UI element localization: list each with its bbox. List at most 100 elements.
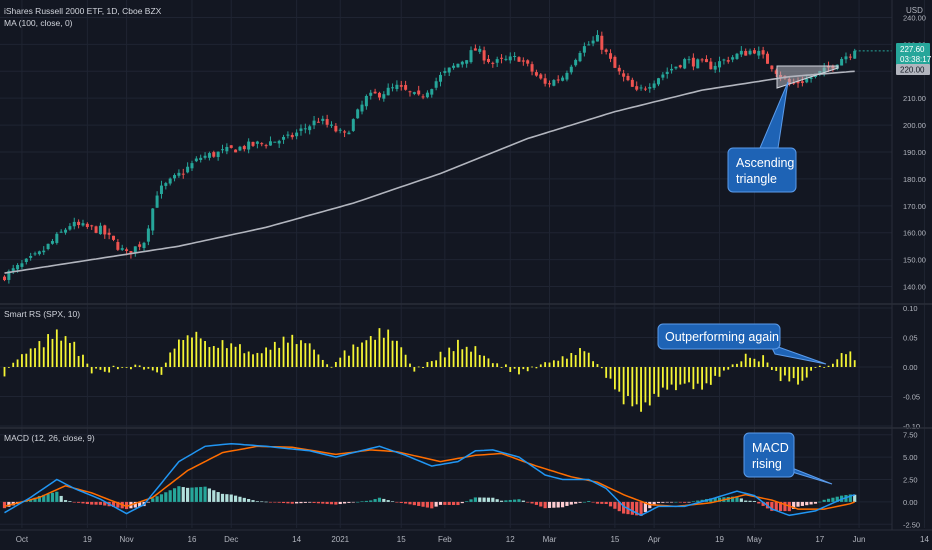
macd-histogram-bar [639, 501, 643, 516]
candle-body [456, 63, 460, 68]
candle-body [408, 91, 412, 93]
macd-histogram-bar [37, 495, 41, 502]
rs-bar [688, 367, 690, 383]
macd-histogram-bar [151, 498, 155, 502]
candle-body [473, 48, 477, 51]
macd-histogram-bar [334, 501, 338, 505]
candle-body [643, 88, 647, 90]
macd-callout-box[interactable] [743, 432, 795, 478]
candle-body [351, 119, 355, 131]
macd-callout-line2: rising [752, 457, 782, 471]
rs-bar [845, 354, 847, 367]
candle-body [661, 74, 665, 78]
rs-bar [130, 367, 132, 370]
candle-body [133, 246, 137, 253]
macd-histogram-bar [216, 492, 220, 502]
rs-bar [640, 367, 642, 412]
rs-bar [810, 367, 812, 371]
rs-callout-box[interactable] [657, 323, 781, 350]
rs-bar [435, 360, 438, 367]
candle-body [800, 81, 804, 83]
macd-histogram-bar [98, 501, 103, 505]
rs-bar [103, 367, 106, 372]
rs-bar [439, 351, 442, 367]
macd-histogram-bar [748, 500, 752, 502]
macd-histogram-bar [94, 501, 98, 505]
candle-body [216, 151, 220, 158]
candle-body [273, 141, 277, 143]
macd-histogram-bar [460, 501, 464, 504]
rs-bar [801, 367, 804, 381]
rs-bar [661, 367, 664, 388]
macd-histogram-bar [853, 494, 857, 502]
macd-histogram-bar [757, 501, 761, 504]
macd-histogram-bar [124, 501, 129, 510]
ma-price-value: 220.00 [900, 66, 925, 75]
candle-body [303, 128, 307, 130]
macd-histogram-bar [412, 501, 416, 506]
candle-body [347, 132, 351, 135]
rs-bar [247, 351, 250, 367]
time-tick-label: Nov [119, 535, 133, 544]
candle-body [90, 225, 94, 227]
rs-bar [443, 357, 446, 367]
ascending-triangle-shape[interactable] [776, 65, 839, 89]
macd-histogram-bar [547, 501, 552, 508]
smart-rs-pane[interactable] [3, 328, 856, 412]
rs-bar [840, 353, 843, 367]
triangle-callout-box[interactable] [727, 147, 797, 193]
rs-bar [496, 363, 499, 367]
candle-body [129, 251, 133, 255]
rs-bar [326, 364, 329, 367]
candle-body [696, 59, 700, 69]
macd-histogram-bar [373, 499, 377, 502]
macd-histogram-bar [774, 501, 778, 511]
candle-body [364, 96, 368, 107]
rs-bar [273, 341, 276, 367]
macd-histogram-bar [696, 500, 700, 502]
macd-histogram-bar [7, 501, 11, 507]
candle-body [316, 121, 320, 123]
candle-body [495, 59, 499, 63]
rs-callout-text: Outperforming again [665, 330, 779, 344]
rs-bar [709, 367, 712, 385]
macd-pane[interactable] [2, 442, 857, 517]
rs-bar [217, 347, 220, 367]
macd-histogram-bar [338, 501, 342, 505]
price-axes[interactable]: Oct 19 Nov 16 Dec 14 2021 15 Feb 12 Mar 15 Apr 19 May 1… [16, 13, 930, 544]
macd-histogram-bar [81, 501, 85, 504]
candle-body [20, 263, 24, 267]
macd-histogram-bar [103, 501, 107, 506]
macd-histogram-bar [499, 500, 504, 502]
rs-bar [212, 346, 215, 367]
rs-bar [60, 340, 63, 367]
candle-body [151, 208, 155, 231]
candle-body [295, 132, 299, 137]
macd-signal-line [4, 445, 855, 510]
candle-body [665, 71, 669, 75]
candle-body [657, 78, 660, 85]
rs-bar [356, 346, 359, 367]
rs-bar [300, 340, 302, 367]
rs-bar [169, 352, 172, 367]
candle-body [853, 50, 857, 59]
rs-tick-label: 0.00 [903, 363, 918, 372]
rs-bar [627, 367, 629, 396]
macd-histogram-bar [661, 501, 665, 503]
macd-histogram-bar [635, 501, 639, 516]
candle-body [434, 81, 438, 88]
macd-histogram-bar [796, 501, 800, 507]
rs-bar [295, 344, 298, 367]
candle-body [308, 126, 312, 131]
time-tick-label: Apr [648, 535, 661, 544]
macd-histogram-bar [539, 501, 543, 507]
candle-body [565, 72, 569, 80]
rs-bar [531, 366, 533, 368]
rs-bar [3, 367, 6, 377]
macd-histogram-bar [752, 501, 757, 502]
rs-bar [191, 337, 193, 367]
candle-body [460, 61, 464, 65]
rs-bar [369, 336, 372, 367]
candle-body [146, 228, 150, 242]
macd-histogram-bar [805, 501, 809, 506]
